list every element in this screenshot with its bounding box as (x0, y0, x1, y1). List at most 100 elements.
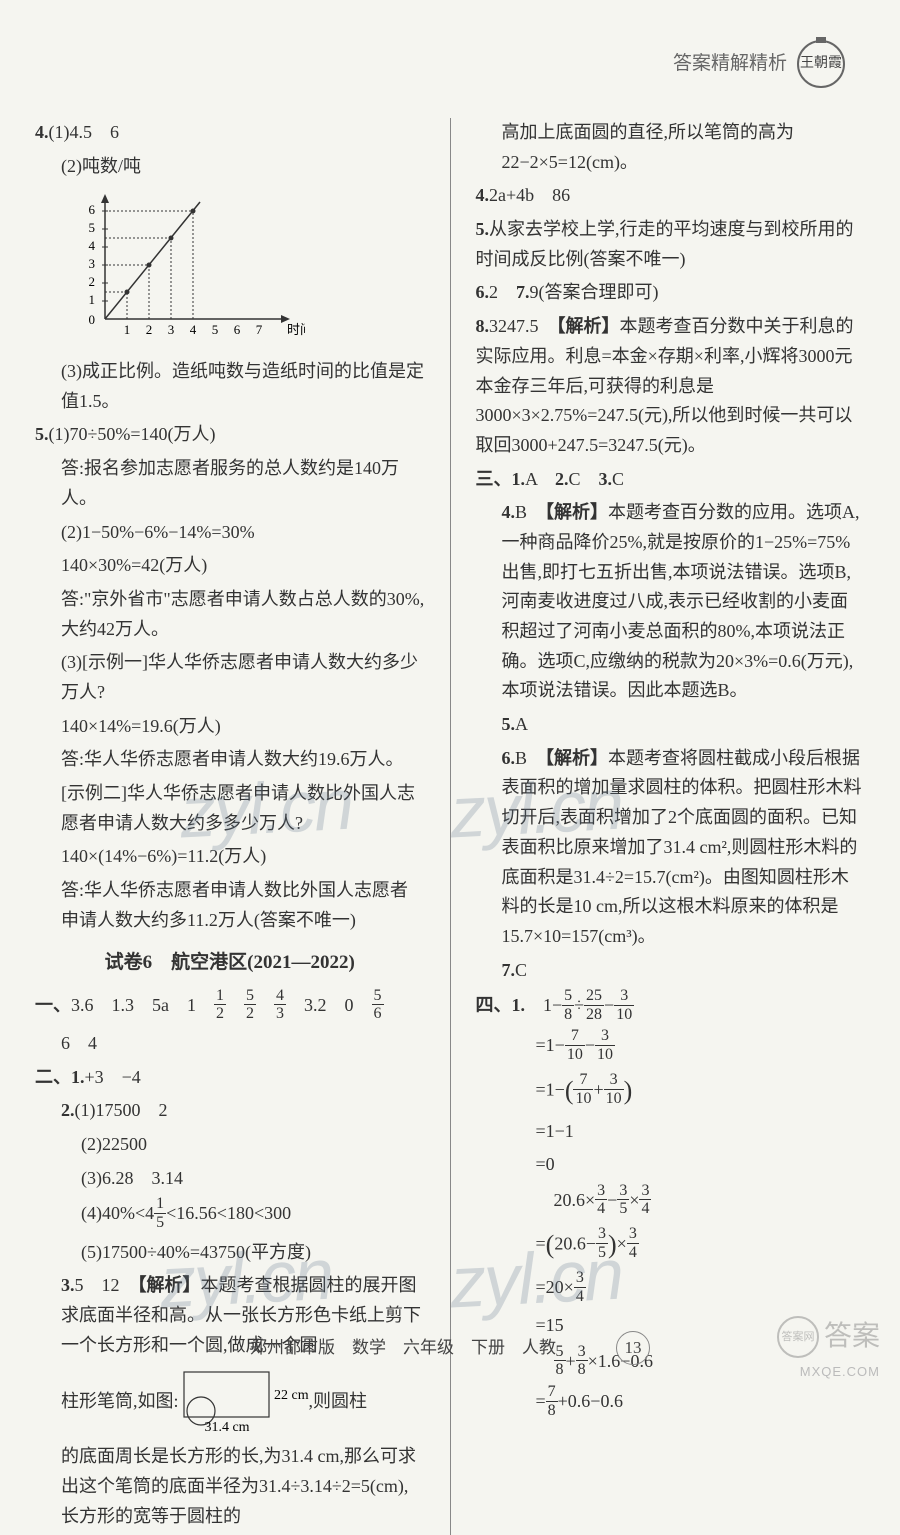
s1-l1b: 3.2 0 (286, 995, 372, 1015)
svg-text:22 cm: 22 cm (274, 1388, 309, 1403)
page-footer: 郑州都市版 数学 六年级 下册 人教 13 (0, 1331, 900, 1365)
s2-1-ans: +3 −4 (85, 1067, 141, 1087)
s3-6a: B (515, 748, 545, 768)
s4-1: 1. (512, 995, 526, 1015)
s3-5: 5. (502, 714, 516, 734)
s2-pre: 二、 (35, 1067, 71, 1087)
r-q4-ans: 2a+4b 86 (489, 185, 570, 205)
s2-2-5: (5)17500÷40%=43750(平方度) (35, 1238, 425, 1268)
s3-6: 6. (502, 748, 516, 768)
r-q6-ans: 2 (489, 282, 516, 302)
svg-text:时间/时: 时间/时 (287, 322, 305, 337)
s2-2-3: (3)6.28 3.14 (35, 1164, 425, 1194)
s4-pre: 四、 (476, 995, 512, 1015)
c1-l2: =1− (536, 1036, 565, 1056)
r-q7-ans: 9(答案合理即可) (530, 282, 659, 302)
q4-part1: (1)4.5 6 (49, 122, 120, 142)
svg-text:7: 7 (256, 322, 263, 337)
r-q8: 8. (476, 316, 490, 336)
svg-text:31.4 cm: 31.4 cm (204, 1420, 249, 1435)
s1-l2: 6 4 (35, 1029, 425, 1059)
s2-3a: 3. (61, 1275, 75, 1295)
s3-1: 1. (512, 469, 526, 489)
q5-p5: 答:"京外省市"志愿者申请人数占总人数的30%,大约42万人。 (35, 585, 425, 644)
r-cont: 高加上底面圆的直径,所以笔筒的高为22−2×5=12(cm)。 (476, 118, 866, 177)
s3-6-body: 本题考查将圆柱截成小段后根据表面积的增加量求圆柱的体积。把圆柱形木料切开后,表面… (502, 748, 862, 946)
svg-text:4: 4 (89, 238, 96, 253)
c3-l2: +0.6−0.6 (558, 1391, 623, 1411)
s2-3-mid1: 柱形笔筒,如图: (61, 1387, 179, 1417)
svg-text:1: 1 (89, 292, 96, 307)
c1-l4: =1−1 (476, 1117, 866, 1147)
q4-part3: (3)成正比例。造纸吨数与造纸时间的比值是定值1.5。 (35, 357, 425, 416)
column-divider (450, 118, 451, 1535)
r-q5-ans: 从家去学校上学,行走的平均速度与到校所用的时间成反比例(答案不唯一) (476, 219, 854, 269)
s3-2a: C (569, 469, 599, 489)
s2-3-mid2: ,则圆柱 (309, 1387, 368, 1417)
stamp-icon: 答案网 (777, 1316, 819, 1358)
page-number: 13 (616, 1331, 650, 1365)
q5-p10: 140×(14%−6%)=11.2(万人) (35, 842, 425, 872)
stamp-text: 答案 (824, 1314, 880, 1360)
svg-text:5: 5 (89, 220, 96, 235)
q5-p9: [示例二]华人华侨志愿者申请人数比外国人志愿者申请人数大约多多少万人? (35, 779, 425, 838)
svg-text:3: 3 (89, 256, 96, 271)
svg-text:4: 4 (190, 322, 197, 337)
q5-num: 5. (35, 424, 49, 444)
s1-l1a: 3.6 1.3 5a 1 (71, 995, 214, 1015)
s3-1a: A (525, 469, 555, 489)
q5-p6: (3)[示例一]华人华侨志愿者申请人数大约多少万人? (35, 648, 425, 707)
svg-text:0: 0 (89, 312, 96, 327)
svg-text:6: 6 (234, 322, 241, 337)
q5-p11: 答:华人华侨志愿者申请人数比外国人志愿者申请人数大约多11.2万人(答案不唯一) (35, 876, 425, 935)
svg-text:3: 3 (168, 322, 175, 337)
q5-p1: (1)70÷50%=140(万人) (49, 424, 216, 444)
svg-text:2: 2 (89, 274, 96, 289)
s3-7: 7. (502, 960, 516, 980)
q5-p4: 140×30%=42(万人) (35, 551, 425, 581)
q5-p7: 140×14%=19.6(万人) (35, 712, 425, 742)
r-q6: 6. (476, 282, 490, 302)
s2-1: 1. (71, 1067, 85, 1087)
bottom-url: MXQE.COM (800, 1361, 880, 1382)
s3-3a: C (612, 469, 624, 489)
s3-5a: A (515, 714, 528, 734)
q5-p8: 答:华人华侨志愿者申请人数大约19.6万人。 (35, 745, 425, 775)
svg-text:1: 1 (124, 322, 131, 337)
q4-part2-label: (2)吨数/吨 (35, 152, 425, 182)
r-q8-body: 本题考查百分数中关于利息的实际应用。利息=本金×存期×利率,小辉将3000元本金… (476, 316, 854, 455)
s2-2-4b: <16.56<180<300 (166, 1204, 291, 1224)
svg-text:2: 2 (146, 322, 153, 337)
seal-badge: 王朝霞 (797, 40, 845, 88)
s3-7a: C (515, 960, 527, 980)
s3-6-tag: 【解析】 (545, 748, 608, 768)
bottom-stamp: 答案网 答案 (777, 1314, 880, 1360)
s3-4-body: 本题考查百分数的应用。选项A,一种商品降价25%,就是按原价的1−25%=75%… (502, 502, 860, 700)
r-q7: 7. (516, 282, 530, 302)
c1-l1-pre: 1− (543, 995, 562, 1015)
chart-q4: 0 1 2 3 4 5 6 1 2 3 4 5 6 7 (75, 189, 425, 349)
s2-2-1: (1)17500 2 (75, 1100, 168, 1120)
header-title: 答案精解精析 (673, 48, 787, 79)
r-q8-tag: 【解析】 (557, 316, 620, 336)
s3-2: 2. (555, 469, 569, 489)
s2-2: 2. (61, 1100, 75, 1120)
s3-3: 3. (599, 469, 613, 489)
s2-3-c: 的底面周长是长方形的长,为31.4 cm,那么可求出这个笔筒的底面半径为31.4… (35, 1442, 425, 1531)
c1-l5: =0 (476, 1150, 866, 1180)
footer-text: 郑州都市版 数学 六年级 下册 人教 (250, 1334, 556, 1362)
svg-text:5: 5 (212, 322, 219, 337)
c2-l1-pre: 20.6× (554, 1190, 596, 1210)
c2-l3: =20× (536, 1277, 574, 1297)
s2-3-nums: 5 12 (75, 1275, 138, 1295)
c2-l2a: 20.6− (554, 1234, 596, 1254)
cylinder-diagram: 31.4 cm 22 cm (179, 1366, 309, 1436)
s3-4a: B (515, 502, 545, 522)
r-q8-num: 3247.5 (489, 316, 557, 336)
s3-4: 4. (502, 502, 516, 522)
s2-2-4: (4)40%<4 (81, 1204, 154, 1224)
q4-num: 4. (35, 122, 49, 142)
left-column: 4.(1)4.5 6 (2)吨数/吨 0 1 2 3 4 5 6 (35, 118, 425, 1535)
s3-4-tag: 【解析】 (545, 502, 608, 522)
paper6-title: 试卷6 航空港区(2021—2022) (35, 947, 425, 978)
